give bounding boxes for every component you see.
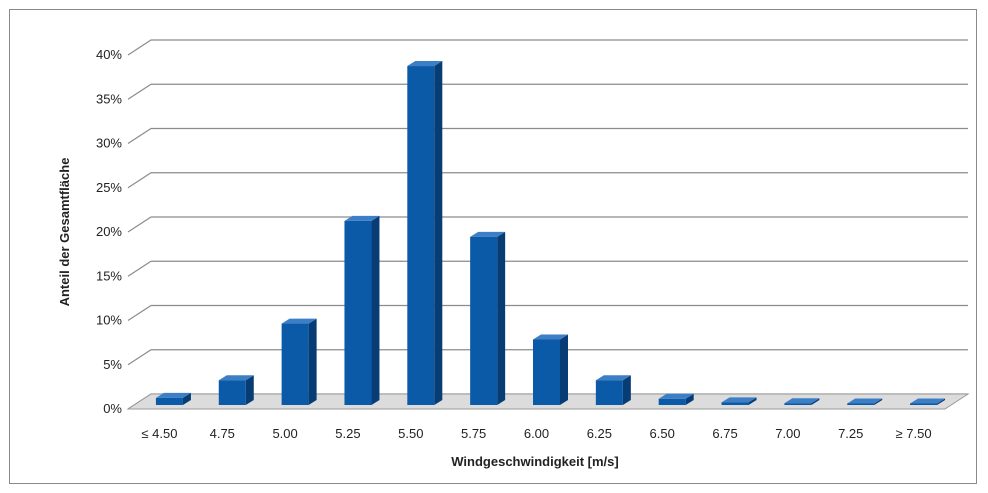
bar-top — [910, 398, 946, 404]
bar-side — [560, 334, 568, 405]
bar-top — [470, 231, 506, 237]
bar-front — [281, 323, 309, 405]
bar-side — [874, 398, 883, 405]
bar-front — [595, 380, 623, 405]
bar-top — [218, 375, 254, 381]
y-tick-labels: 0% 5% 10% 15% 20% 25% 30% 35% 40% — [96, 47, 122, 416]
bar — [155, 392, 191, 405]
gridline — [127, 349, 968, 366]
bar-front — [344, 220, 372, 405]
gridline — [127, 216, 968, 233]
y-tick-label: 0% — [103, 401, 122, 416]
bar — [847, 398, 883, 405]
x-tick-labels: ≤ 4.50 4.75 5.00 5.25 5.50 5.75 6.00 6.25 6.50 6.… — [141, 426, 931, 441]
bar-top — [658, 393, 694, 399]
bar-top — [721, 397, 757, 403]
x-tick-label: 6.25 — [587, 426, 612, 441]
y-tick-label: 10% — [96, 313, 122, 328]
bar-front — [910, 403, 938, 405]
y-tick-label: 40% — [96, 47, 122, 62]
gridline — [127, 304, 968, 322]
gridline — [127, 39, 968, 56]
x-tick-label: 6.75 — [712, 426, 737, 441]
bar-side — [685, 393, 694, 405]
x-tick-label: ≤ 4.50 — [141, 426, 177, 441]
bar-side — [811, 398, 820, 405]
gridline — [127, 127, 968, 145]
bar — [533, 334, 568, 405]
y-tick-label: 35% — [96, 91, 122, 106]
bar — [595, 375, 631, 405]
bar — [658, 393, 694, 405]
x-tick-label: ≥ 7.50 — [896, 426, 932, 441]
bar-front — [407, 66, 435, 406]
x-tick-label: 5.50 — [398, 426, 423, 441]
bar-side — [308, 318, 317, 405]
bar-front — [533, 339, 560, 405]
x-tick-label: 6.00 — [524, 426, 549, 441]
bar-front — [784, 403, 812, 405]
gridline — [127, 83, 968, 100]
bar-top — [407, 61, 443, 67]
bar-top — [344, 215, 380, 221]
bar-side — [622, 375, 631, 405]
bar-front — [218, 380, 246, 405]
x-tick-label: 5.00 — [272, 426, 297, 441]
bar — [218, 375, 254, 405]
gridline — [127, 172, 968, 189]
x-tick-label: 5.75 — [461, 426, 486, 441]
bar-top — [595, 375, 631, 381]
x-tick-label: 7.00 — [775, 426, 800, 441]
bar-side — [245, 375, 254, 405]
y-axis-title: Anteil der Gesamtfläche — [57, 158, 72, 307]
bar-top — [155, 392, 191, 398]
bar — [407, 61, 443, 406]
bar-front — [721, 402, 749, 405]
y-tick-label: 20% — [96, 224, 122, 239]
bar-side — [434, 61, 443, 406]
bar-side — [497, 231, 506, 405]
bar — [784, 398, 820, 405]
bar — [721, 397, 757, 405]
x-tick-label: 5.25 — [335, 426, 360, 441]
bar-side — [182, 392, 191, 405]
gridline — [127, 260, 968, 277]
y-tick-label: 25% — [96, 180, 122, 195]
bar — [281, 318, 317, 405]
bar-side — [748, 397, 757, 405]
bars — [155, 61, 946, 406]
y-tick-label: 15% — [96, 268, 122, 283]
bar-top — [533, 334, 568, 340]
x-tick-label: 6.50 — [650, 426, 675, 441]
bar-top — [784, 398, 820, 404]
bar-side — [937, 398, 946, 405]
bar — [910, 398, 946, 405]
y-tick-label: 30% — [96, 136, 122, 151]
bar-front — [155, 397, 183, 405]
bar-front — [658, 398, 686, 405]
bar — [470, 231, 506, 405]
x-axis-title: Windgeschwindigkeit [m/s] — [451, 454, 618, 469]
y-tick-label: 5% — [103, 357, 122, 372]
bar — [344, 215, 380, 405]
bar-front — [847, 403, 875, 405]
x-tick-label: 4.75 — [210, 426, 235, 441]
bar-front — [470, 236, 498, 405]
bar-top — [281, 318, 317, 324]
bar-side — [371, 215, 380, 405]
x-tick-label: 7.25 — [838, 426, 863, 441]
bar-top — [847, 398, 883, 404]
